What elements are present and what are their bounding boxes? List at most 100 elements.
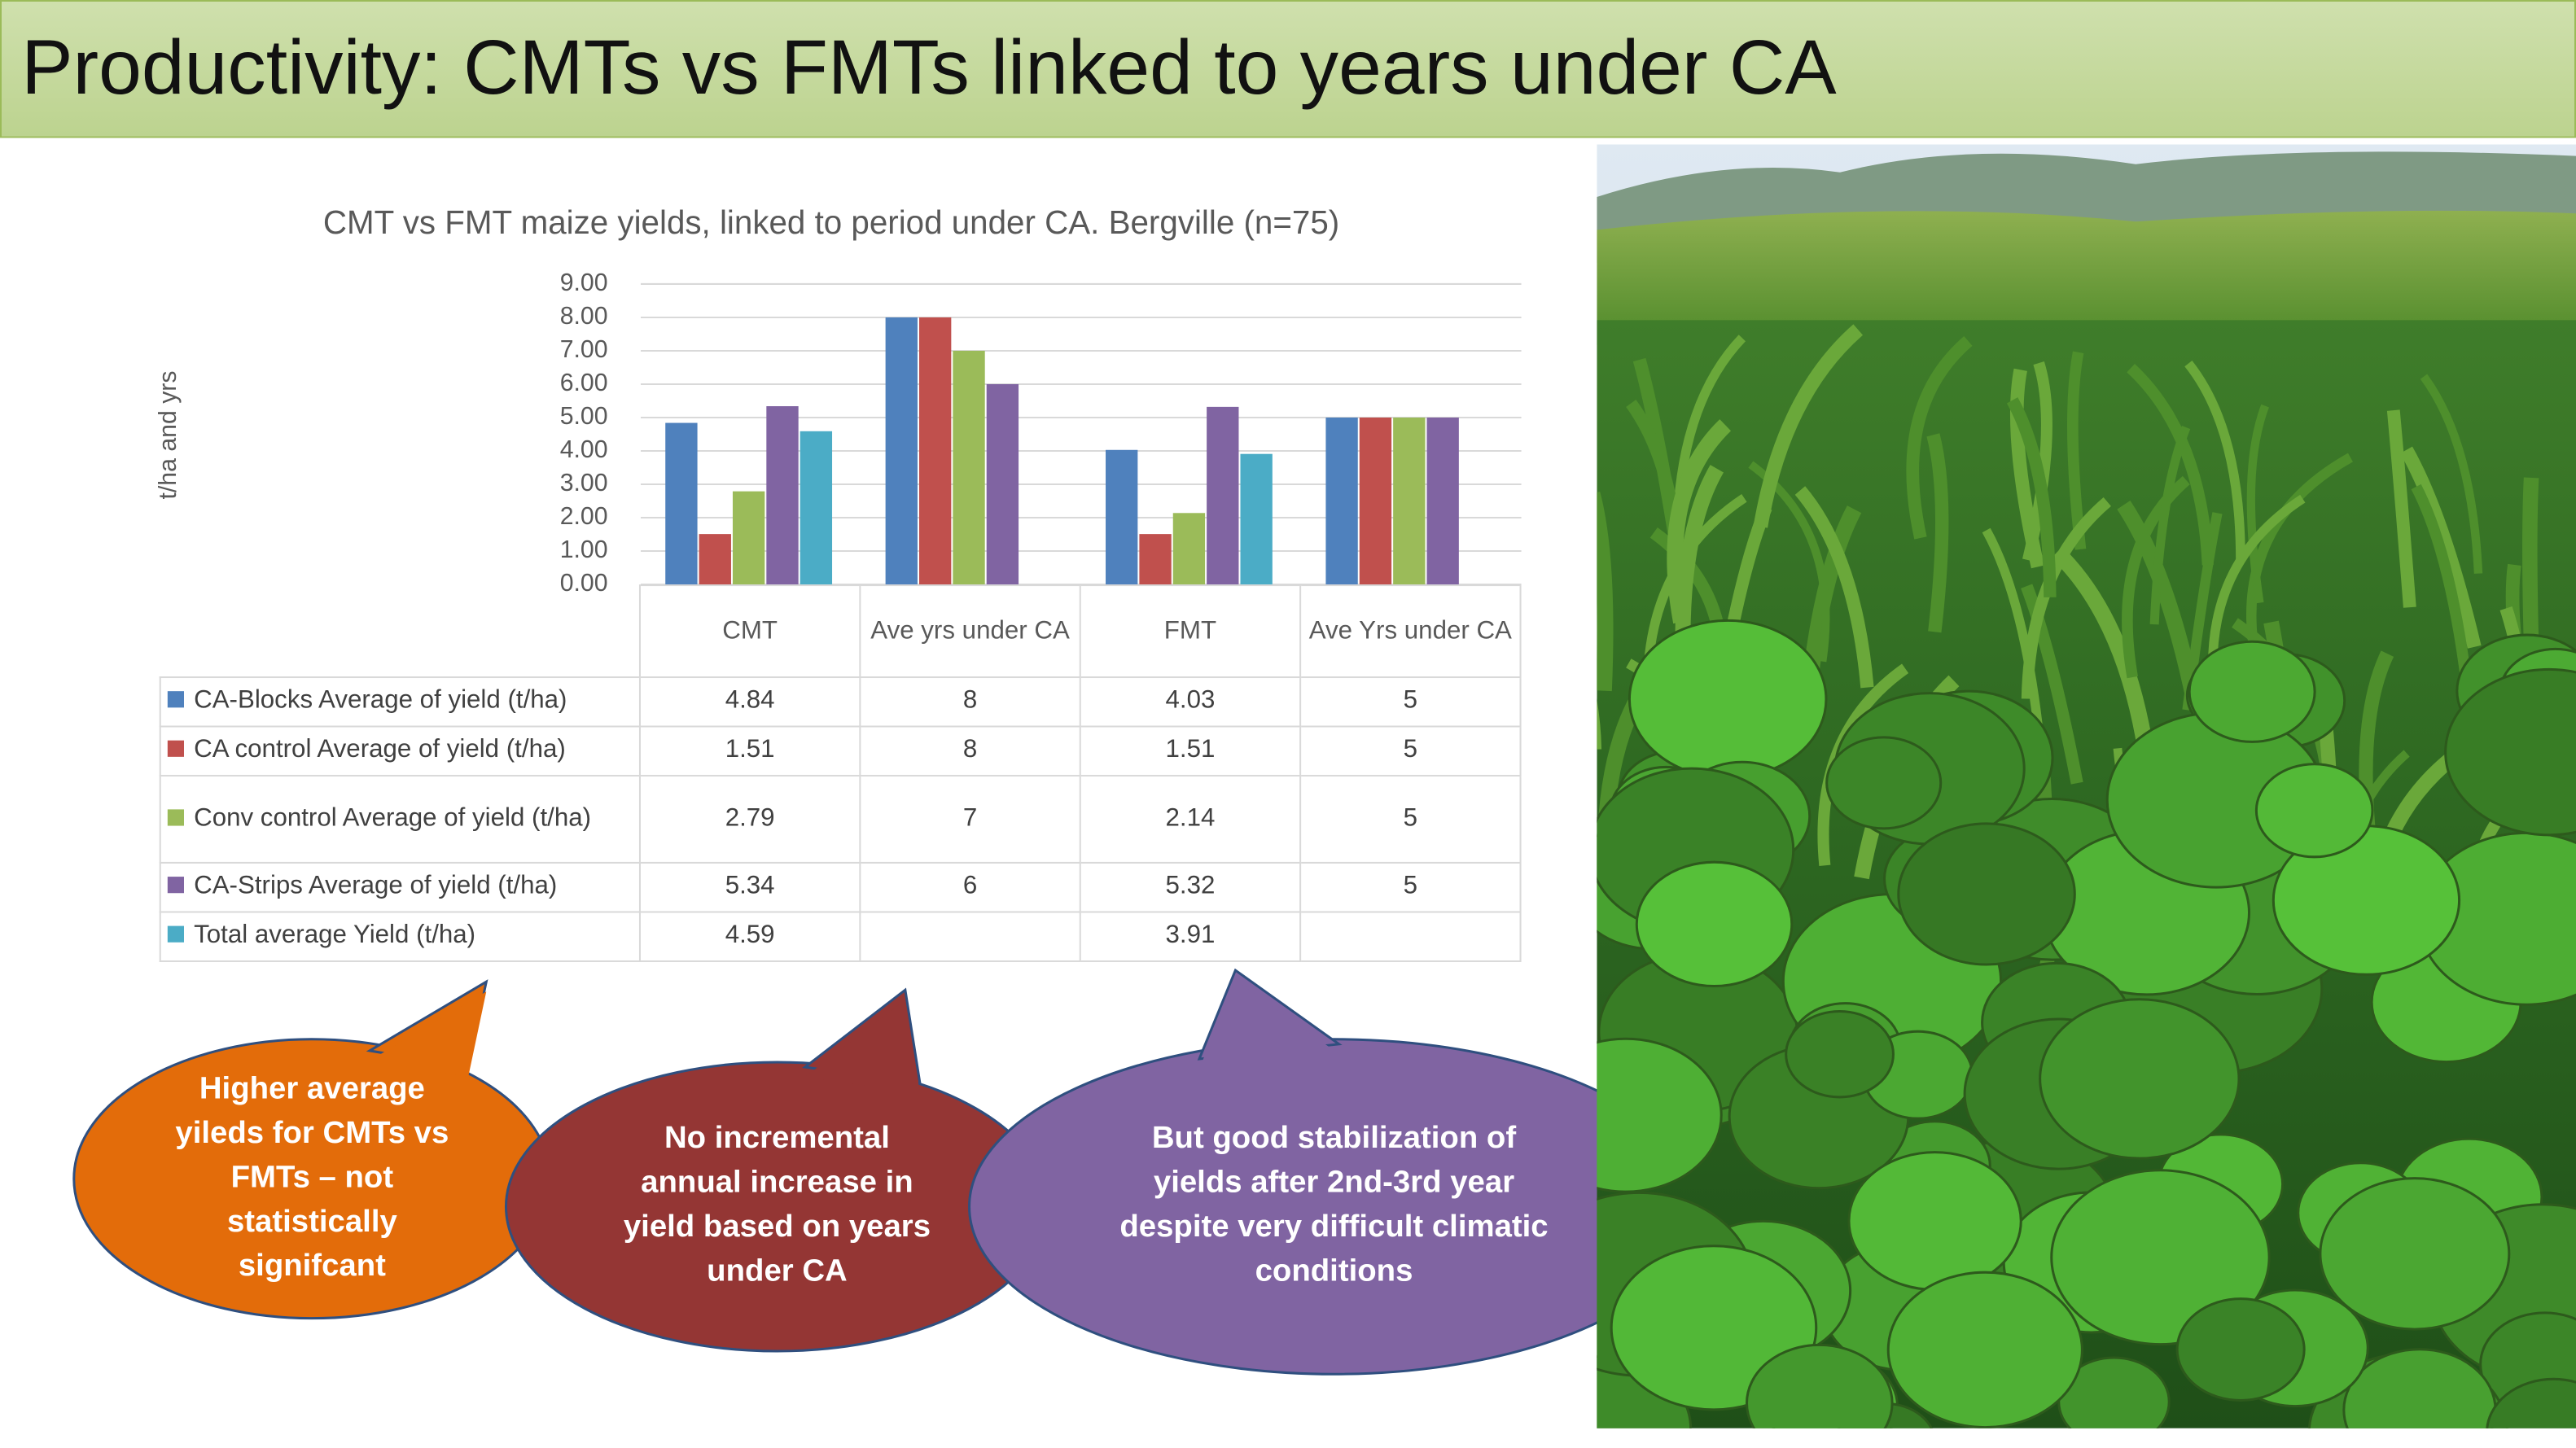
legend-swatch (167, 691, 185, 708)
bar (1139, 534, 1172, 585)
bar (1426, 417, 1459, 585)
legend-label: CA control Average of yield (t/ha) (194, 735, 566, 763)
bar (699, 534, 731, 585)
bar (1325, 417, 1358, 585)
table-value: 2.14 (1079, 774, 1302, 863)
callout-line: Higher average (199, 1072, 425, 1107)
photo-maize-leaf (2149, 426, 2191, 625)
table-value: 2.79 (638, 774, 861, 863)
callout-line: annual increase in (641, 1166, 913, 1201)
table-value: 5 (1299, 724, 1522, 776)
photo-maize-leaf (2184, 361, 2245, 561)
photo-maize-leaf (2127, 363, 2214, 566)
photo-pumpkin-leaf (2319, 1177, 2511, 1331)
bar (953, 350, 985, 585)
table-value: 4.84 (638, 675, 861, 727)
callout-line: signifcant (238, 1249, 386, 1284)
bar (732, 491, 765, 585)
photo-pumpkin-leaf (1825, 736, 1943, 830)
photo-maize-leaf (2400, 446, 2482, 649)
table-value: 6 (859, 860, 1081, 912)
photo-maize-leaf (1982, 527, 2044, 728)
table-value: 7 (859, 774, 1081, 863)
bar (766, 406, 799, 585)
callout-line: yield based on years (623, 1210, 931, 1245)
photo-pumpkin-leaf (1628, 619, 1828, 780)
data-table: CMT Ave yrs under CA FMT Ave Yrs under CA CA… (159, 584, 1522, 961)
callout-text: No incremental annual increase in yield ba… (555, 1117, 999, 1294)
photo-maize-leaf (2006, 397, 2057, 597)
table-value: 1.51 (638, 724, 861, 776)
photo-maize-leaf (1794, 486, 1874, 689)
table-value: 8 (859, 724, 1081, 776)
photo-maize-leaf (2066, 351, 2087, 550)
photo-pumpkin-leaf (2254, 763, 2374, 859)
table-row: CA-Strips Average of yield (t/ha) 5.34 6 5.… (159, 860, 1522, 912)
y-tick-label: 2.00 (560, 503, 608, 530)
photo-maize-leaf (2117, 501, 2202, 704)
bar (1359, 417, 1392, 585)
photo-pumpkin-leaf (2050, 1169, 2271, 1346)
y-tick-label: 6.00 (560, 370, 608, 396)
callout-line: No incremental (664, 1121, 890, 1156)
table-row: CA control Average of yield (t/ha) 1.51 8 1… (159, 724, 1522, 776)
callout-text: But good stabilization of yields after 2n… (1054, 1117, 1613, 1294)
chart-title: CMT vs FMT maize yields, linked to perio… (323, 203, 1339, 241)
photo-maize-leaf (2246, 404, 2269, 604)
photo-maize-leaf (1597, 492, 1614, 692)
slide-title: Productivity: CMTs vs FMTs linked to yea… (21, 23, 1837, 111)
bar (885, 317, 918, 585)
callout-tail-join (370, 991, 487, 1078)
table-value: 8 (859, 675, 1081, 727)
legend-cell: CA-Blocks Average of yield (t/ha) (159, 675, 641, 727)
x-tick-label: Ave Yrs under CA (1299, 584, 1522, 678)
photo-pumpkin-leaf (1886, 1271, 2083, 1428)
photo-pumpkin-leaf (2188, 640, 2316, 743)
bar (1106, 449, 1138, 585)
bar (1240, 453, 1273, 585)
photo-pumpkin-leaf (1785, 1010, 1895, 1099)
photo-maize-leaf (2022, 361, 2052, 562)
table-header-row: CMT Ave yrs under CA FMT Ave Yrs under CA (160, 584, 1522, 678)
callout-line: statistically (226, 1205, 397, 1240)
photo-maize-leaf (1667, 419, 1732, 624)
callout-line: FMTs – not (230, 1161, 394, 1196)
bar (918, 317, 952, 585)
legend-label: CA-Blocks Average of yield (t/ha) (194, 686, 567, 715)
photo-field (1597, 210, 2576, 345)
legend-cell: Conv control Average of yield (t/ha) (159, 774, 641, 863)
photo-pumpkin-leaf (2039, 998, 2241, 1160)
table-row: Conv control Average of yield (t/ha) 2.79… (159, 774, 1522, 863)
table-value: 5 (1299, 774, 1522, 863)
table-value: 4.59 (638, 910, 861, 961)
photo-maize-leaf (1906, 335, 1973, 540)
y-tick-label: 7.00 (560, 336, 608, 363)
y-tick-label: 9.00 (560, 269, 608, 296)
bar (1207, 406, 1239, 585)
bar (986, 383, 1019, 585)
photo (1597, 144, 2576, 1428)
photo-pumpkin-leaf (1847, 1151, 2022, 1292)
table-value: 4.03 (1079, 675, 1302, 727)
callout-line: But good stabilization of (1151, 1121, 1517, 1156)
bar (800, 431, 833, 585)
legend-label: CA-Strips Average of yield (t/ha) (194, 872, 558, 900)
legend-swatch (167, 877, 185, 894)
x-tick-label: FMT (1079, 584, 1302, 678)
callout-tail-join (1199, 980, 1339, 1070)
photo-maize-leaf (1926, 433, 1949, 633)
table-value (1299, 910, 1522, 961)
y-axis-label: t/ha and yrs (155, 370, 182, 499)
bar (1172, 513, 1206, 585)
legend-label: Conv control Average of yield (t/ha) (194, 803, 592, 832)
photo-pumpkin-leaf (2486, 1377, 2576, 1428)
callout-line: conditions (1255, 1253, 1413, 1289)
photo-maize-leaf (1753, 324, 1864, 528)
x-tick-label: Ave yrs under CA (859, 584, 1081, 678)
y-tick-label: 5.00 (560, 403, 608, 430)
photo-pumpkin-leaf (1897, 822, 2076, 966)
callout-text: Higher average yileds for CMTs vs FMTs – n… (115, 1067, 509, 1288)
photo-maize-leaf (2420, 374, 2483, 574)
